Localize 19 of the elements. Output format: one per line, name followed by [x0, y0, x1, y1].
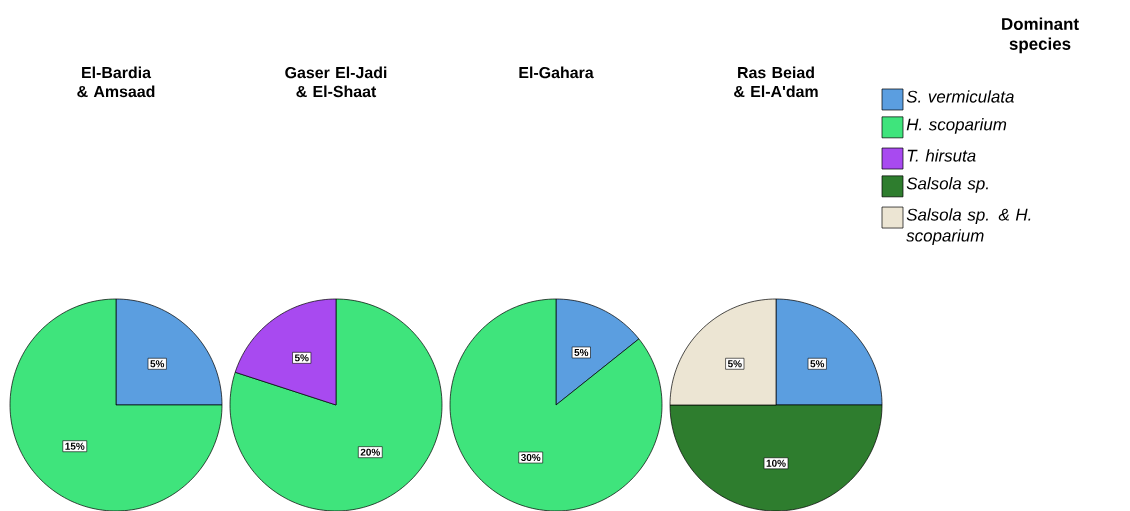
data-label: 15% — [65, 442, 85, 450]
legend-label: H. scoparium — [906, 117, 1007, 134]
legend-title: Dominant species — [1002, 17, 1079, 54]
legend-label: Salsola sp. — [906, 176, 988, 193]
chart-title: Gaser El-Jadi & El-Shaat — [285, 66, 387, 97]
data-label: 5% — [150, 360, 165, 368]
data-label: 20% — [360, 448, 380, 456]
chart-title: El-Gahara — [519, 66, 594, 79]
legend-label: T. hirsuta — [907, 149, 976, 162]
data-label: 5% — [574, 348, 589, 356]
data-label: 30% — [520, 453, 541, 461]
data-label: 5% — [810, 360, 825, 368]
legend-label: S. vermiculata — [906, 90, 1014, 103]
data-label: 10% — [766, 459, 786, 467]
data-label: 5% — [727, 360, 742, 368]
chart-title: El-Bardia & Amsaad — [77, 66, 155, 97]
chart-title: Ras Beiad & El-A'dam — [734, 66, 818, 97]
data-label: 5% — [294, 354, 309, 362]
legend-label: Salsola sp. & H. scoparium — [906, 208, 1031, 245]
